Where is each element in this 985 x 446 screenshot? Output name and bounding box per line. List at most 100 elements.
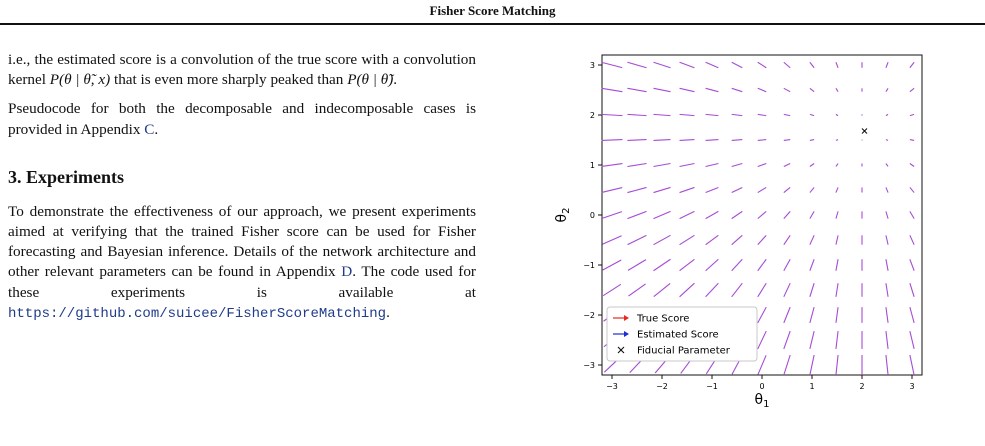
legend-arrow-head [624, 331, 629, 337]
score-arrow [809, 187, 815, 193]
score-arrow [885, 211, 889, 219]
score-arrow [909, 211, 915, 219]
para3-text-c: . [386, 303, 390, 321]
score-arrow [757, 210, 767, 220]
score-arrow [783, 306, 791, 324]
score-arrow [679, 282, 695, 298]
score-arrow [835, 331, 839, 349]
score-arrow [909, 283, 915, 297]
score-arrow [679, 186, 695, 194]
score-arrow [835, 139, 839, 141]
score-arrow [809, 306, 815, 324]
score-arrow [809, 211, 815, 219]
score-arrow [885, 187, 889, 193]
quiver-plot: −3 −2 −1 0 1 2 3 −3 −2 −1 0 1 2 3 θ1 θ2 True Score Est… [554, 54, 923, 410]
score-arrow [628, 283, 646, 297]
score-arrow [705, 258, 719, 272]
score-arrow [835, 163, 839, 167]
score-arrow [885, 113, 889, 117]
x-tick-label: 3 [909, 382, 914, 391]
kernel-math: P(θ | θ̃, x) [49, 71, 111, 89]
score-arrow [653, 186, 671, 194]
score-arrow [705, 87, 719, 93]
running-header: Fisher Score Matching [0, 0, 985, 22]
score-arrow [885, 331, 889, 349]
legend-entry-label: Estimated Score [637, 330, 719, 341]
score-arrow [731, 282, 743, 298]
score-arrow [909, 354, 915, 376]
score-arrow [909, 306, 915, 324]
x-axis-label: θ1 [755, 392, 770, 410]
score-arrow [705, 113, 719, 117]
left-column: i.e., the estimated score is a convoluti… [8, 50, 476, 333]
score-arrow [809, 235, 815, 245]
score-arrow [809, 163, 815, 167]
score-arrow [627, 162, 647, 168]
score-arrow [835, 88, 839, 92]
score-arrow [627, 234, 647, 246]
score-arrow [809, 113, 815, 117]
score-arrow [885, 307, 889, 323]
score-arrow [653, 162, 671, 168]
para1-text-c: . [393, 71, 398, 89]
score-arrow [783, 330, 791, 350]
score-arrow [885, 259, 889, 271]
score-arrow [757, 186, 767, 194]
score-arrow [909, 139, 915, 141]
score-arrow [731, 162, 743, 168]
score-arrow [783, 61, 791, 69]
score-arrow [705, 139, 719, 141]
appendix-c-link[interactable]: C [144, 120, 155, 138]
score-arrow [601, 139, 623, 141]
appendix-d-link[interactable]: D [341, 263, 353, 281]
github-url-link[interactable]: https://github.com/suicee/FisherScoreMat… [8, 305, 387, 322]
y-tick-label: 0 [590, 211, 595, 220]
para2-text-b: . [154, 120, 159, 138]
running-header-title: Fisher Score Matching [429, 3, 556, 18]
score-arrow [705, 61, 719, 69]
prior-math: P(θ | θ̃) [347, 71, 394, 89]
score-arrow [679, 258, 695, 272]
score-arrow [783, 113, 791, 117]
score-arrow [909, 330, 915, 350]
score-arrow [885, 163, 889, 167]
score-arrow [653, 87, 671, 93]
score-arrow [731, 139, 743, 141]
score-arrow [809, 330, 815, 350]
score-arrow [909, 61, 915, 69]
fiducial-x-mark [861, 128, 868, 134]
legend-arrow-head [624, 315, 629, 321]
score-arrow [835, 235, 839, 245]
score-arrow [783, 235, 791, 245]
score-arrow [602, 259, 622, 271]
score-arrow [835, 283, 839, 297]
score-arrow [783, 354, 791, 376]
score-arrow [627, 61, 647, 69]
score-arrow [783, 187, 791, 193]
score-arrow [783, 87, 791, 93]
score-arrow [679, 162, 695, 168]
score-arrow [601, 211, 623, 219]
y-tick-label: 3 [590, 61, 595, 70]
score-arrow [731, 258, 743, 272]
score-arrow [835, 62, 839, 68]
paragraph-experiments: To demonstrate the effectiveness of our … [8, 202, 476, 324]
score-arrow [627, 186, 647, 194]
score-arrow [757, 330, 767, 350]
para3-text-b: . The code used for these experiments is… [8, 263, 476, 301]
score-arrow [909, 163, 915, 167]
score-arrow [757, 306, 767, 324]
score-arrow [731, 234, 743, 246]
quiver-figure: −3 −2 −1 0 1 2 3 −3 −2 −1 0 1 2 3 θ1 θ2 True Score Est… [548, 50, 938, 410]
score-arrow [783, 139, 791, 141]
score-arrow [757, 258, 767, 272]
y-tick-label: 2 [590, 111, 595, 120]
score-arrow [835, 259, 839, 271]
x-tick-label: −3 [606, 382, 618, 391]
score-arrow [783, 282, 791, 298]
score-arrow [601, 87, 623, 93]
score-arrow [783, 163, 791, 167]
score-arrow [705, 210, 719, 220]
score-arrow [835, 187, 839, 193]
legend: True Score Estimated Score Fiducial Parame… [606, 306, 758, 362]
